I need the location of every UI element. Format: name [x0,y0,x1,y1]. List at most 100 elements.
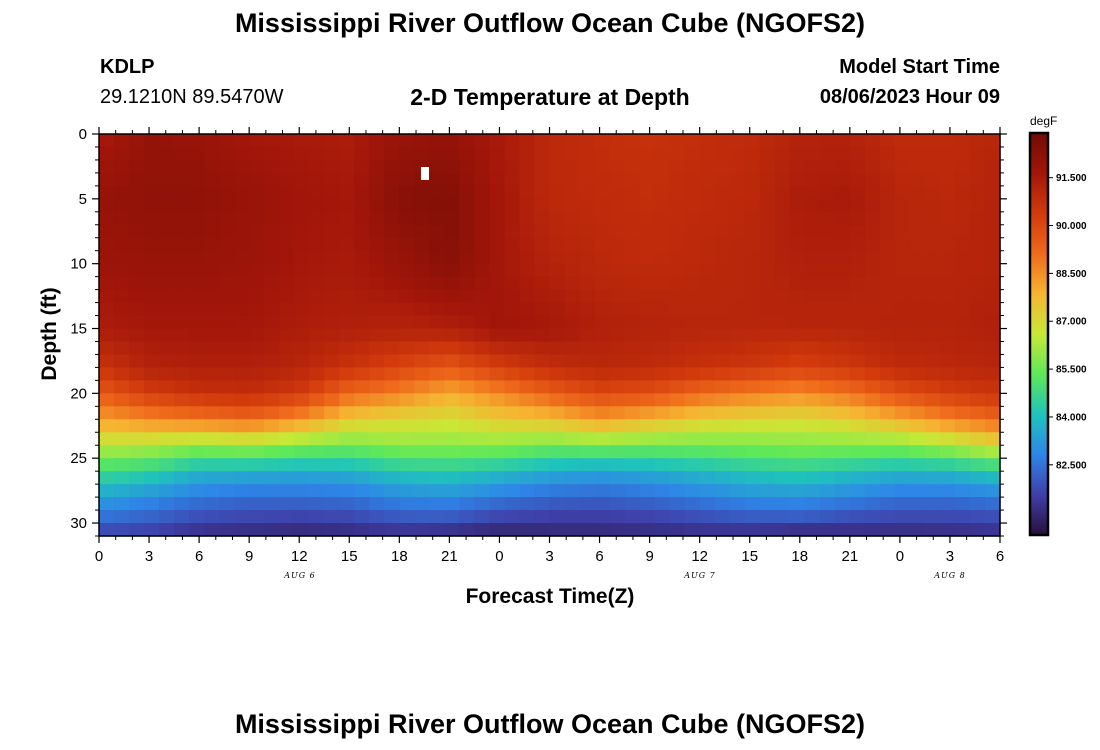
heat-cell [279,445,295,459]
heat-cell [219,159,235,174]
heat-cell [264,134,280,148]
heat-cell [324,224,340,239]
heat-cell [174,471,190,485]
heat-cell [744,237,761,252]
heat-cell [714,484,731,498]
heat-cell [249,419,265,433]
heat-cell [729,484,746,498]
heat-cell [534,328,551,343]
heat-cell [384,315,400,330]
heat-cell [759,172,776,187]
heat-cell [309,471,325,485]
heat-cell [279,367,295,381]
heat-cell [714,380,731,394]
heat-cell [789,458,806,472]
heat-cell [594,341,611,356]
heat-cell [474,211,491,226]
heat-cell [639,198,656,213]
heat-cell [264,445,280,459]
heat-cell [384,172,400,187]
heat-cell [504,172,521,187]
heat-cell [324,172,340,187]
heat-cell [624,380,641,394]
heat-cell [924,367,941,381]
heat-cell [564,198,581,213]
heat-cell [324,134,340,148]
heat-cell [519,510,536,524]
heat-cell [444,367,460,381]
heat-cell [744,341,761,356]
heat-cell [144,198,160,213]
heat-cell [264,146,280,161]
heat-cell [474,224,491,239]
heat-cell [909,289,926,304]
heat-cell [339,159,355,174]
heat-cell [984,328,1001,343]
heat-cell [984,419,1001,433]
heat-cell [534,523,551,537]
heat-cell [864,315,881,330]
heat-cell [624,510,641,524]
heat-cell [414,237,430,252]
heat-cell [624,198,641,213]
heat-cell [189,276,205,291]
heat-cell [234,458,250,472]
heat-cell [684,276,701,291]
heat-cell [879,263,896,278]
heat-cell [939,432,956,446]
heat-cell [414,406,430,420]
heat-cell [669,341,686,356]
heat-cell [399,211,415,226]
heat-cell [309,276,325,291]
heat-cell [519,445,536,459]
heat-cell [909,367,926,381]
heat-cell [789,198,806,213]
heat-cell [519,185,536,200]
heat-cell [204,250,220,265]
heat-cell [309,354,325,369]
heat-cell [144,445,160,459]
heat-cell [954,276,971,291]
heat-cell [219,302,235,317]
heat-cell [624,146,641,161]
heat-cell [984,302,1001,317]
heat-cell [294,146,310,161]
heat-cell [834,458,851,472]
heat-cell [294,263,310,278]
heat-cell [534,445,551,459]
heat-cell [174,276,190,291]
heat-cell [549,134,566,148]
heat-cell [414,328,430,343]
x-tick-label: 9 [645,548,653,565]
colorbar: 91.50090.00088.50087.00085.50084.00082.5… [1028,131,1087,537]
heat-cell [789,484,806,498]
heat-cell [339,172,355,187]
y-tick-label: 20 [70,385,87,402]
heat-cell [309,393,325,407]
heat-cell [774,458,791,472]
heat-cell [324,497,340,511]
heat-cell [444,445,460,459]
heat-cell [969,367,986,381]
heat-cell [774,134,791,148]
heat-cell [849,367,866,381]
heat-cell [609,134,626,148]
heat-cell [864,146,881,161]
heat-cell [684,341,701,356]
heat-cell [909,159,926,174]
heat-cell [114,380,130,394]
heat-cell [144,419,160,433]
heat-cell [864,510,881,524]
heat-cell [594,510,611,524]
heat-cell [399,172,415,187]
heat-cell [534,276,551,291]
heat-cell [234,224,250,239]
heat-cell [564,432,581,446]
x-tick-label: 0 [95,548,103,565]
heat-cell [414,185,430,200]
heat-cell [369,315,385,330]
heat-cell [114,276,130,291]
heat-cell [399,458,415,472]
heat-cell [564,250,581,265]
heat-cell [609,276,626,291]
